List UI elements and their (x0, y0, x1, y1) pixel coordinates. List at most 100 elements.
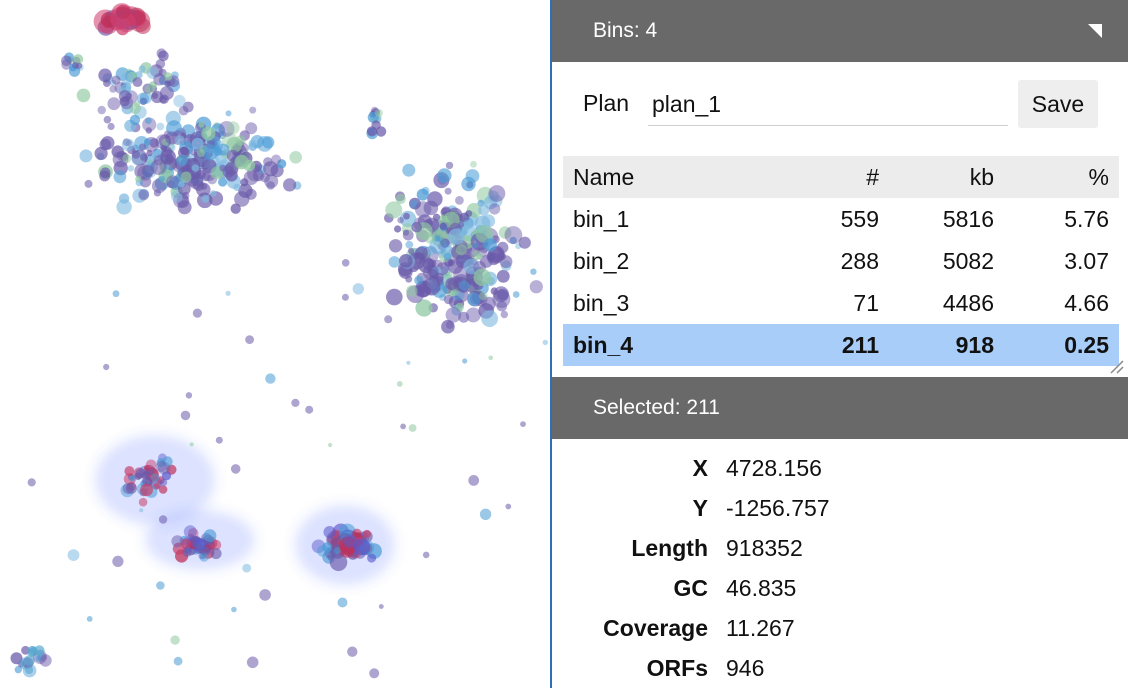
contig-point[interactable] (249, 106, 257, 114)
contig-point[interactable] (156, 48, 167, 59)
contig-point[interactable] (173, 94, 186, 108)
contig-point[interactable] (448, 259, 463, 274)
contig-point[interactable] (422, 264, 439, 280)
contig-point[interactable] (39, 654, 52, 667)
contig-point[interactable] (140, 483, 154, 497)
contig-point[interactable] (403, 212, 410, 220)
contig-point[interactable] (488, 203, 501, 215)
contig-point[interactable] (341, 293, 349, 301)
contig-point[interactable] (262, 136, 275, 149)
contig-point[interactable] (408, 424, 417, 432)
contig-point[interactable] (76, 88, 91, 103)
contig-point[interactable] (150, 159, 167, 176)
contig-point[interactable] (113, 170, 127, 184)
contig-point[interactable] (245, 122, 258, 135)
contig-point[interactable] (152, 150, 163, 162)
contig-point[interactable] (170, 635, 180, 645)
contig-point[interactable] (195, 538, 207, 550)
contig-point[interactable] (198, 121, 205, 128)
contig-point[interactable] (26, 646, 38, 657)
contig-point[interactable] (153, 73, 166, 86)
contig-point[interactable] (107, 97, 121, 111)
contig-point[interactable] (198, 551, 206, 560)
contig-point[interactable] (465, 307, 481, 323)
contig-point[interactable] (219, 164, 227, 172)
contig-point[interactable] (233, 183, 241, 191)
contig-point[interactable] (69, 63, 77, 72)
contig-point[interactable] (14, 665, 22, 674)
contig-point[interactable] (483, 238, 497, 252)
contig-point[interactable] (478, 204, 490, 216)
contig-point[interactable] (402, 163, 416, 177)
contig-point[interactable] (399, 253, 413, 268)
contig-point[interactable] (226, 137, 243, 153)
contig-point[interactable] (384, 315, 393, 324)
scatter-plot[interactable] (0, 0, 550, 688)
contig-point[interactable] (424, 232, 436, 244)
contig-point[interactable] (409, 199, 419, 209)
table-row[interactable]: bin_2 288 5082 3.07 (563, 240, 1119, 282)
contig-point[interactable] (79, 149, 93, 163)
contig-point[interactable] (124, 466, 135, 477)
contig-point[interactable] (230, 203, 241, 214)
contig-point[interactable] (112, 555, 124, 568)
contig-point[interactable] (427, 191, 443, 207)
contig-point[interactable] (396, 381, 403, 387)
contig-point[interactable] (99, 170, 111, 182)
save-button[interactable]: Save (1018, 80, 1098, 128)
contig-point[interactable] (144, 464, 150, 471)
contig-point[interactable] (209, 190, 217, 197)
contig-point[interactable] (512, 291, 520, 298)
contig-point[interactable] (472, 242, 479, 249)
contig-point[interactable] (109, 85, 117, 93)
resize-grip-icon[interactable] (1108, 358, 1124, 374)
contig-point[interactable] (116, 199, 132, 215)
contig-point[interactable] (448, 228, 465, 245)
contig-point[interactable] (97, 105, 106, 115)
contig-point[interactable] (520, 421, 526, 427)
contig-point[interactable] (210, 548, 222, 560)
contig-point[interactable] (467, 292, 481, 307)
contig-point[interactable] (322, 542, 333, 553)
contig-point[interactable] (367, 553, 377, 563)
contig-point[interactable] (479, 508, 492, 520)
contig-point[interactable] (445, 161, 454, 170)
contig-point[interactable] (86, 616, 93, 622)
contig-point[interactable] (203, 529, 217, 542)
contig-point[interactable] (180, 171, 192, 183)
contig-point[interactable] (504, 226, 523, 244)
contig-point[interactable] (443, 294, 454, 305)
contig-point[interactable] (259, 589, 271, 601)
table-row[interactable]: bin_1 559 5816 5.76 (563, 198, 1119, 240)
contig-point[interactable] (416, 188, 429, 201)
contig-point[interactable] (529, 280, 543, 294)
contig-point[interactable] (137, 92, 149, 105)
contig-point[interactable] (386, 288, 403, 306)
contig-point[interactable] (388, 239, 403, 253)
contig-point[interactable] (25, 666, 34, 674)
contig-point[interactable] (445, 277, 458, 291)
contig-point[interactable] (111, 75, 121, 85)
contig-point[interactable] (200, 553, 207, 560)
contig-point[interactable] (156, 581, 165, 590)
contig-point[interactable] (84, 179, 93, 188)
contig-point[interactable] (160, 478, 168, 486)
contig-point[interactable] (305, 405, 314, 414)
contig-point[interactable] (444, 187, 452, 195)
contig-point[interactable] (328, 442, 333, 448)
contig-point[interactable] (160, 145, 167, 152)
contig-point[interactable] (192, 308, 202, 318)
contig-point[interactable] (406, 360, 411, 365)
contig-point[interactable] (406, 285, 418, 297)
contig-point[interactable] (150, 473, 160, 482)
contig-point[interactable] (394, 225, 402, 233)
contig-point[interactable] (180, 538, 192, 549)
contig-point[interactable] (230, 464, 241, 474)
contig-point[interactable] (488, 355, 494, 361)
contig-point[interactable] (455, 302, 464, 312)
contig-point[interactable] (441, 319, 455, 334)
contig-point[interactable] (138, 497, 148, 507)
contig-point[interactable] (311, 539, 326, 554)
bins-header[interactable]: Bins: 4 (552, 0, 1128, 62)
contig-point[interactable] (125, 482, 137, 494)
